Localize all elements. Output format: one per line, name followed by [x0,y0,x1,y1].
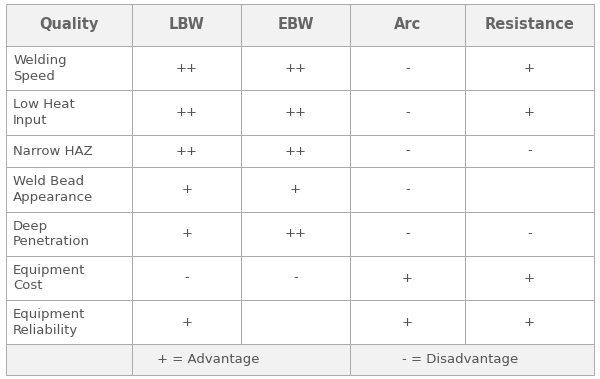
Bar [6,135,133,168]
Bar [350,168,464,211]
Bar [350,46,464,90]
Bar [464,46,594,90]
Bar [350,90,464,135]
Text: ++: ++ [176,62,198,75]
Text: LBW: LBW [169,17,205,33]
Bar [464,300,594,345]
Bar [6,211,133,256]
Bar [133,4,241,46]
Bar [350,4,464,46]
Text: ++: ++ [176,106,198,119]
Bar [350,135,464,168]
Text: ++: ++ [176,144,198,158]
Bar [6,345,133,375]
Bar [464,211,594,256]
Bar [133,345,350,375]
Bar [133,256,241,300]
Text: ++: ++ [284,106,307,119]
Bar [6,4,133,46]
Bar [241,4,350,46]
Text: Equipment
Reliability: Equipment Reliability [13,308,86,337]
Bar [133,300,241,345]
Text: -: - [405,62,410,75]
Text: ++: ++ [284,227,307,240]
Text: +: + [181,227,193,240]
Text: Quality: Quality [40,17,99,33]
Bar [6,168,133,211]
Text: -: - [405,183,410,196]
Text: - = Disadvantage: - = Disadvantage [401,353,518,366]
Text: +: + [524,106,535,119]
Text: +: + [402,316,413,329]
Text: -: - [184,271,189,285]
Text: +: + [524,271,535,285]
Bar [133,90,241,135]
Text: ++: ++ [284,62,307,75]
Bar [464,4,594,46]
Bar [6,300,133,345]
Text: -: - [405,106,410,119]
Bar [133,168,241,211]
Bar [133,46,241,90]
Bar [6,256,133,300]
Text: -: - [405,144,410,158]
Text: +: + [524,316,535,329]
Text: +: + [402,271,413,285]
Bar [464,168,594,211]
Text: Arc: Arc [394,17,421,33]
Bar [133,135,241,168]
Bar [241,168,350,211]
Bar [241,46,350,90]
Text: -: - [527,144,532,158]
Text: +: + [290,183,301,196]
Text: -: - [293,271,298,285]
Bar [6,90,133,135]
Bar [241,90,350,135]
Bar [350,211,464,256]
Bar [6,46,133,90]
Text: ++: ++ [284,144,307,158]
Bar [241,300,350,345]
Text: +: + [181,183,193,196]
Text: Low Heat
Input: Low Heat Input [13,98,75,127]
Bar [350,345,594,375]
Text: Narrow HAZ: Narrow HAZ [13,144,93,158]
Bar [241,135,350,168]
Bar [241,211,350,256]
Text: Resistance: Resistance [484,17,574,33]
Text: -: - [405,227,410,240]
Bar [133,211,241,256]
Bar [241,256,350,300]
Text: + = Advantage: + = Advantage [157,353,260,366]
Text: Equipment
Cost: Equipment Cost [13,264,86,292]
Text: -: - [527,227,532,240]
Text: Welding
Speed: Welding Speed [13,54,67,83]
Text: EBW: EBW [277,17,314,33]
Bar [350,300,464,345]
Text: Weld Bead
Appearance: Weld Bead Appearance [13,175,94,204]
Bar [464,90,594,135]
Text: Deep
Penetration: Deep Penetration [13,219,90,248]
Text: +: + [181,316,193,329]
Bar [464,256,594,300]
Bar [350,256,464,300]
Bar [464,135,594,168]
Text: +: + [524,62,535,75]
